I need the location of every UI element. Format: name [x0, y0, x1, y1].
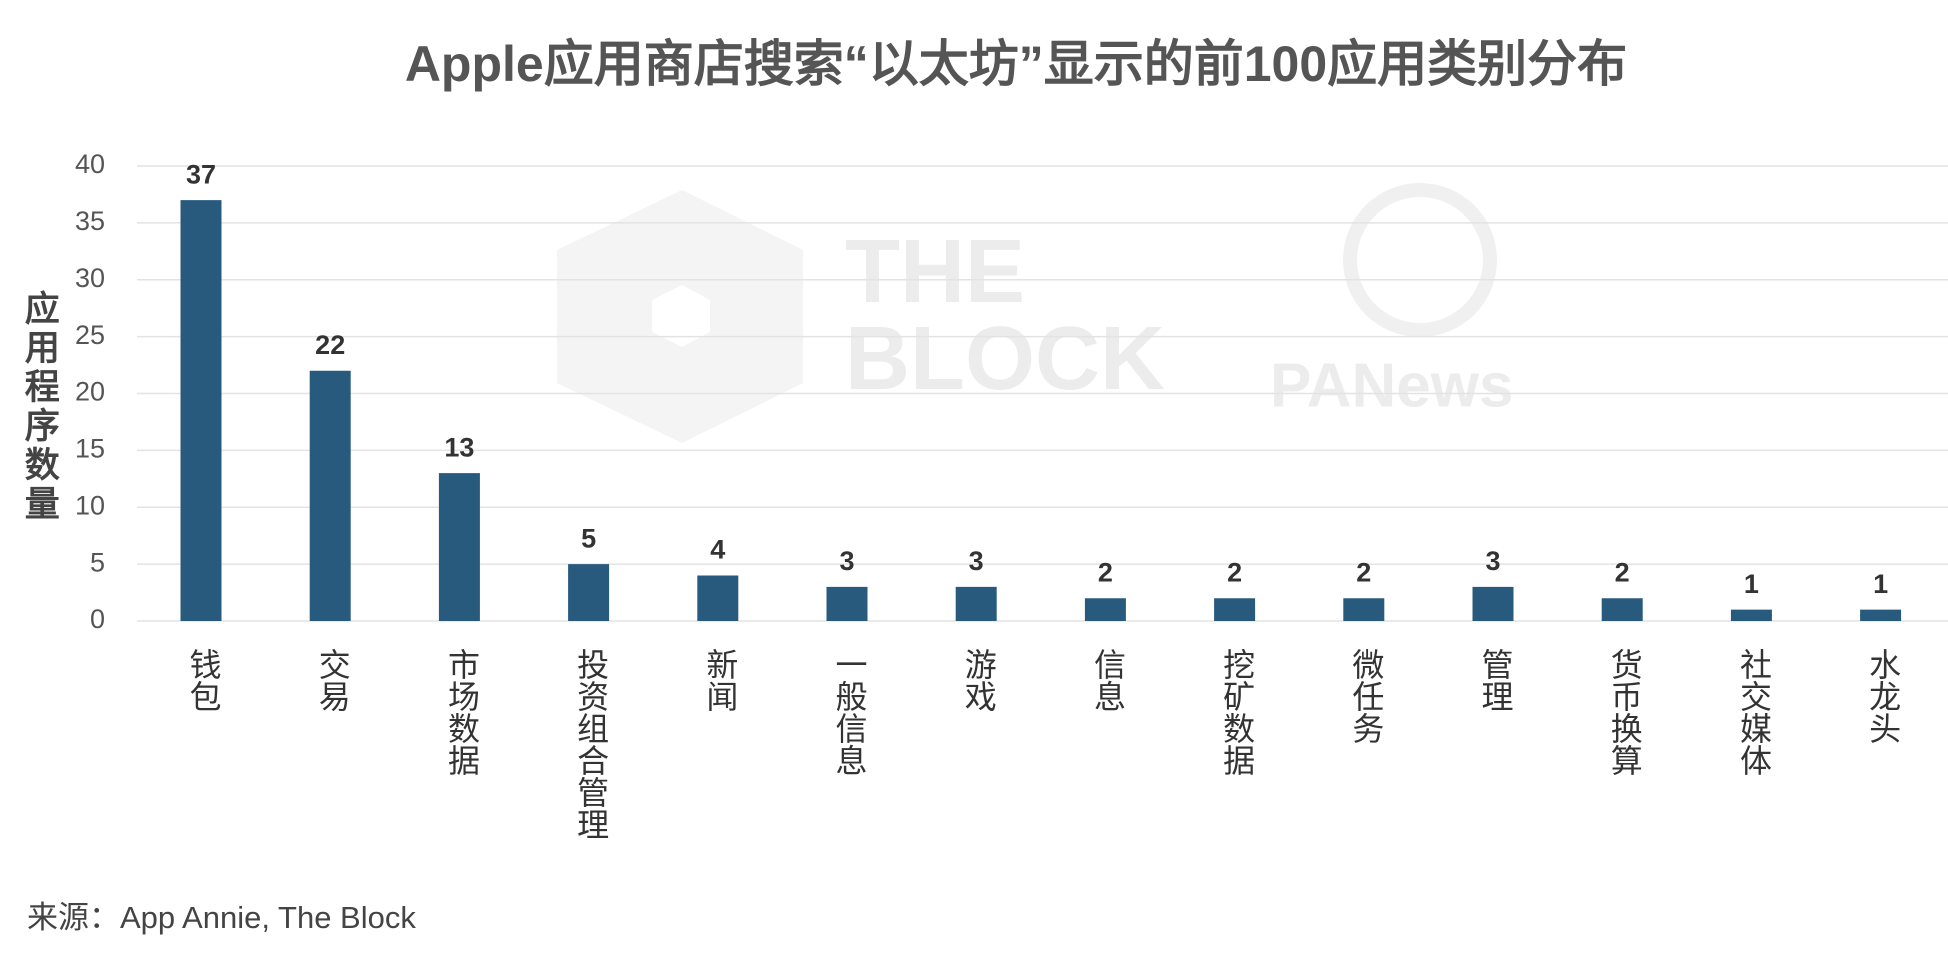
bar: [438, 473, 480, 621]
data-label: 4: [710, 535, 725, 565]
data-label: 5: [581, 523, 596, 553]
y-tick-label: 20: [75, 377, 105, 407]
bar: [1601, 598, 1643, 621]
x-tick-label: 管理: [1478, 648, 1514, 712]
bar: [568, 564, 610, 621]
x-tick-label: 新闻: [702, 648, 738, 712]
y-tick-label: 5: [90, 547, 105, 577]
x-tick-label: 投资组合管理: [573, 648, 609, 840]
source: 来源：App Annie, The Block: [27, 900, 416, 935]
data-label: 3: [969, 546, 984, 576]
bar: [1860, 609, 1902, 621]
watermark-text: BLOCK: [845, 309, 1165, 409]
y-tick-label: 0: [90, 604, 105, 634]
bar: [826, 586, 868, 621]
data-label: 2: [1615, 557, 1630, 587]
data-label: 3: [1485, 546, 1500, 576]
x-tick-label: 微任务: [1348, 648, 1384, 744]
bar: [1343, 598, 1385, 621]
data-label: 1: [1744, 569, 1759, 599]
watermark-text: THE: [845, 222, 1025, 322]
bar: [1730, 609, 1772, 621]
watermark: [557, 183, 1497, 443]
x-tick-label: 交易: [315, 648, 351, 712]
x-tick-label: 游戏: [961, 648, 997, 712]
data-label: 2: [1098, 557, 1113, 587]
x-tick-label: 钱包: [186, 648, 222, 712]
y-tick-label: 25: [75, 320, 105, 350]
bar: [697, 575, 739, 621]
x-tick-label: 水龙头: [1865, 648, 1901, 744]
bar: [180, 200, 222, 621]
data-label: 3: [839, 546, 854, 576]
data-label: 1: [1873, 569, 1888, 599]
x-tick-label: 一般信息: [832, 648, 868, 776]
y-tick-label: 40: [75, 149, 105, 179]
y-tick-label: 10: [75, 490, 105, 520]
data-label: 22: [315, 330, 345, 360]
bar: [955, 586, 997, 621]
y-tick-label: 15: [75, 434, 105, 464]
y-tick-label: 35: [75, 206, 105, 236]
data-label: 13: [444, 432, 474, 462]
data-label: 2: [1227, 557, 1242, 587]
x-tick-label: 挖矿数据: [1219, 648, 1255, 776]
chart-title: Apple应用商店搜索“以太坊”显示的前100应用类别分布: [405, 36, 1627, 92]
x-tick-label: 市场数据: [444, 648, 480, 776]
x-tick-label: 信息: [1090, 648, 1126, 712]
bar: [1472, 586, 1514, 621]
watermark-text: PANews: [1270, 351, 1514, 420]
bar: [1084, 598, 1126, 621]
bar: [309, 370, 351, 621]
bar: [1214, 598, 1256, 621]
y-axis-label: 应用程序数量: [20, 289, 60, 524]
data-label: 37: [186, 159, 216, 189]
data-label: 2: [1356, 557, 1371, 587]
x-tick-label: 货币换算: [1607, 648, 1643, 776]
y-tick-label: 30: [75, 263, 105, 293]
x-tick-label: 社交媒体: [1736, 648, 1772, 776]
